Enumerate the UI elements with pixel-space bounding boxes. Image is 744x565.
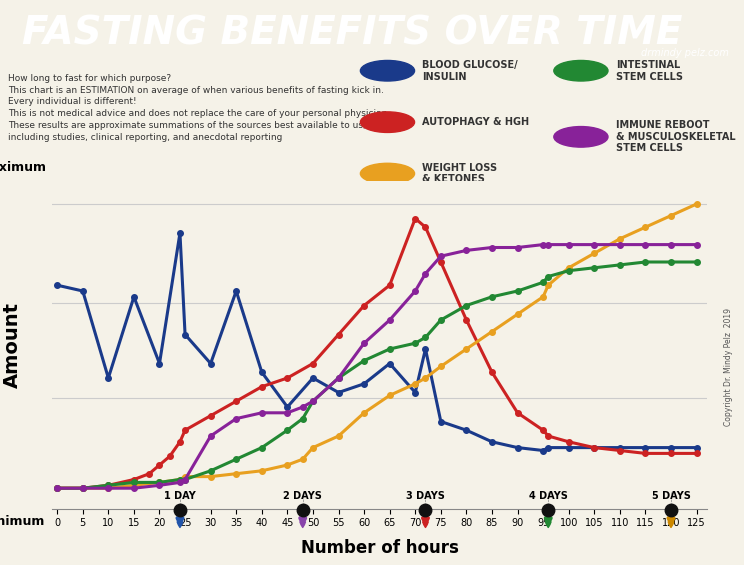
Circle shape: [360, 60, 414, 81]
Text: WEIGHT LOSS
& KETONES: WEIGHT LOSS & KETONES: [423, 163, 498, 184]
X-axis label: Number of hours: Number of hours: [301, 540, 458, 557]
Text: Copyright Dr. Mindy Pelz  2019: Copyright Dr. Mindy Pelz 2019: [724, 308, 733, 426]
Circle shape: [554, 60, 608, 81]
Text: How long to fast for which purpose?
This chart is an ESTIMATION on average of wh: How long to fast for which purpose? This…: [8, 74, 391, 142]
Text: FASTING BENEFITS OVER TIME: FASTING BENEFITS OVER TIME: [22, 15, 683, 53]
Text: Amount: Amount: [3, 302, 22, 388]
Text: AUTOPHAGY & HGH: AUTOPHAGY & HGH: [423, 117, 530, 127]
Circle shape: [360, 112, 414, 132]
Text: drmindy pelz.com: drmindy pelz.com: [641, 47, 729, 58]
Text: 5 DAYS: 5 DAYS: [652, 491, 690, 501]
Text: IMMUNE REBOOT
& MUSCULOSKELETAL
STEM CELLS: IMMUNE REBOOT & MUSCULOSKELETAL STEM CEL…: [616, 120, 735, 154]
Text: 4 DAYS: 4 DAYS: [529, 491, 568, 501]
Circle shape: [554, 127, 608, 147]
Text: BLOOD GLUCOSE/
INSULIN: BLOOD GLUCOSE/ INSULIN: [423, 60, 518, 81]
Circle shape: [360, 163, 414, 184]
Text: 2 DAYS: 2 DAYS: [283, 491, 322, 501]
Text: 1 DAY: 1 DAY: [164, 491, 196, 501]
Text: 3 DAYS: 3 DAYS: [406, 491, 445, 501]
Text: Maximum: Maximum: [0, 161, 47, 174]
Text: INTESTINAL
STEM CELLS: INTESTINAL STEM CELLS: [616, 60, 683, 81]
Text: Minimum: Minimum: [0, 515, 45, 528]
